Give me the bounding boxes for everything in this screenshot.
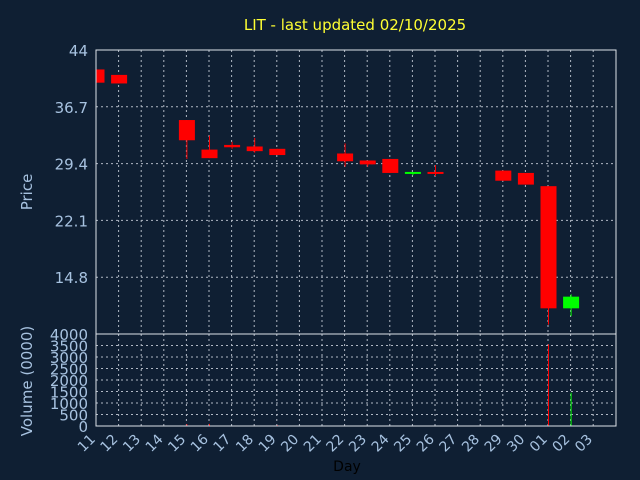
candle-body <box>269 148 286 156</box>
volume-tick-label: 3500 <box>50 338 88 356</box>
candle-body <box>427 171 444 174</box>
x-tick-labels: 1112131415161718192021222324252627282930… <box>75 431 596 455</box>
candle-body <box>382 158 399 173</box>
volume-tick-label: 3000 <box>50 349 88 367</box>
candle-body <box>224 144 241 148</box>
price-tick-label: 29.4 <box>55 156 88 174</box>
candle-body <box>404 171 421 174</box>
volume-tick-label: 1500 <box>50 384 88 402</box>
volume-tick-label: 2000 <box>50 372 88 390</box>
x-axis-label: Day <box>333 459 361 475</box>
volume-plot-frame <box>95 333 617 427</box>
volume-tick-label: 500 <box>59 407 88 425</box>
price-tick-label: 44 <box>69 42 88 60</box>
price-tick-label: 22.1 <box>55 212 88 230</box>
candle-body <box>540 186 557 309</box>
candles <box>96 69 580 325</box>
candle-body <box>337 153 354 162</box>
candle-body <box>359 160 376 165</box>
price-axis-label: Price <box>18 174 36 211</box>
candle-body <box>246 146 263 152</box>
price-tick-label: 36.7 <box>55 99 88 117</box>
volume-tick-label: 2500 <box>50 361 88 379</box>
volume-axis-label: Volume (0000) <box>18 326 36 436</box>
volume-tick-label: 1000 <box>50 395 88 413</box>
chart-title: LIT - last updated 02/10/2025 <box>244 16 466 34</box>
candle-body <box>201 149 218 159</box>
candle-body <box>563 296 580 309</box>
candle-body <box>111 74 128 84</box>
price-tick-label: 14.8 <box>55 269 88 287</box>
candle-body <box>517 172 534 185</box>
candle-body <box>96 69 105 83</box>
grid-lines <box>96 50 616 426</box>
candle-body <box>495 170 512 181</box>
price-tick-labels: 44 36.7 29.4 22.1 14.8 <box>55 42 88 287</box>
volume-tick-label: 4000 <box>50 326 88 344</box>
volume-tick-label: 0 <box>78 418 88 436</box>
candle-body <box>178 120 195 141</box>
